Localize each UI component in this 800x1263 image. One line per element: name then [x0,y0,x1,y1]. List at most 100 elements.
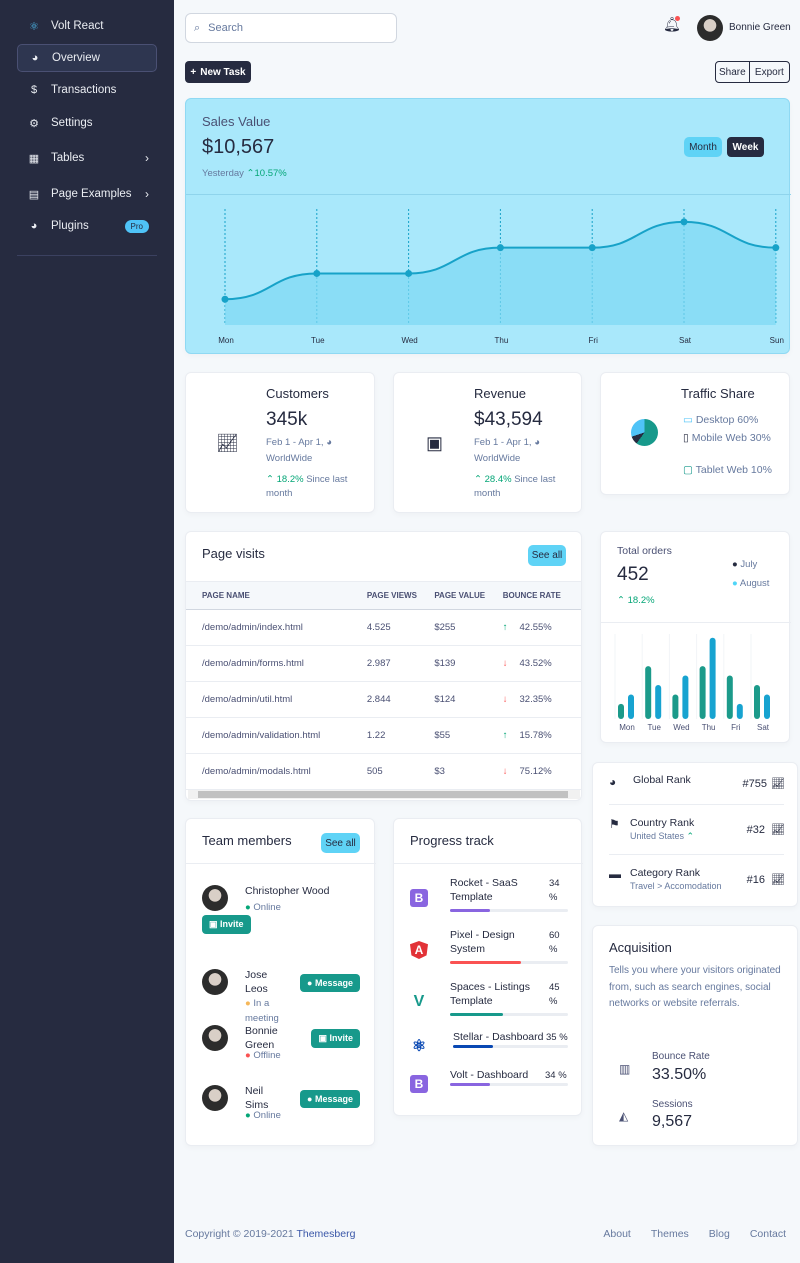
avatar[interactable] [202,969,228,995]
horizontal-scrollbar[interactable] [188,790,580,799]
sales-point[interactable] [221,295,229,303]
chart-line-icon: 📈︎ [216,433,239,453]
page-visits-title: Page visits [202,546,265,561]
folder-icon: ▬ [609,867,621,881]
total-orders-card: Total orders 452 ⌃ 18.2% ● July ● August… [600,531,791,743]
sales-point[interactable] [680,218,688,226]
see-all-button[interactable]: See all [528,545,566,566]
table-row: /demo/admin/index.html 4.525 $255 ↑ 42.55% [186,609,581,646]
progress-item: B Rocket - SaaS Template 34 % [394,877,583,917]
brand-link[interactable]: ⚛ Volt React [17,12,157,40]
sales-point[interactable] [405,269,413,277]
x-tick-label: Sun [770,336,784,345]
divider [186,863,376,864]
globe-icon: ◕ [326,437,332,448]
footer-link-contact[interactable]: Contact [749,1228,786,1240]
status-dot: ● [245,1050,254,1061]
see-all-button[interactable]: See all [321,833,360,853]
bootstrap-icon: B [410,1075,428,1093]
status-text: Online [253,1110,281,1121]
col-page-value: Page Value [434,581,503,610]
footer-link-blog[interactable]: Blog [708,1228,730,1240]
scrollbar-thumb[interactable] [198,791,568,798]
user-avatar[interactable] [697,15,723,41]
team-member: Bonnie Green ● Offline ▣ Invite [186,1021,376,1081]
user-name[interactable]: Bonnie Green [729,22,791,33]
week-button[interactable]: Week [727,137,764,157]
bell-icon[interactable]: 🔔︎ [663,16,681,32]
member-name[interactable]: Christopher Wood [245,885,330,897]
month-button[interactable]: Month [684,137,722,157]
message-button[interactable]: ● Message [300,974,360,992]
status-dot: ● [245,1110,254,1121]
change-value: 18.2% [276,474,304,485]
member-name[interactable]: Neil Sims [245,1085,269,1111]
customers-range: Feb 1 - Apr 1, ◕ [266,437,332,448]
invite-button[interactable]: ▣ Invite [311,1029,360,1048]
bar-july[interactable] [754,685,760,719]
avatar[interactable] [202,1085,228,1111]
bar-july[interactable] [672,694,679,719]
share-button[interactable]: Share [716,62,750,82]
progress-item: A Pixel - Design System 60 % [394,929,583,969]
bounce-value: 33.50% [652,1066,707,1083]
cell-page-value: $139 [434,645,503,682]
search-input[interactable]: ⌕ Search [185,13,397,43]
sidebar-item-page-examples[interactable]: ▤ Page Examples › [17,180,157,208]
orders-chart: Mon Tue Wed Thu Fri Sat [614,634,770,732]
rank-value: #16 [746,874,765,886]
progress-percent: 60 % [549,930,560,955]
cell-bounce-rate: ↓ 75.12% [502,753,581,790]
sales-point[interactable] [772,244,780,252]
bar-august[interactable] [736,703,743,719]
sales-point[interactable] [496,244,504,252]
cell-page-name: /demo/admin/index.html [186,609,367,646]
member-name[interactable]: Jose Leos [245,969,268,995]
col-page-views: Page Views [366,581,435,610]
sales-title: Sales Value [202,114,271,129]
bar-july[interactable] [645,666,652,719]
status-text: Offline [253,1050,281,1061]
bar-july[interactable] [726,675,733,719]
progress-fill [450,909,491,912]
sidebar-item-overview[interactable]: ◕ Overview [17,44,157,72]
footer-link-about[interactable]: About [603,1228,631,1240]
avatar[interactable] [202,1025,228,1051]
sidebar-item-settings[interactable]: ⚙ Settings [17,109,157,137]
sidebar-item-tables[interactable]: ▦ Tables › [17,144,157,172]
member-name[interactable]: Bonnie Green [245,1025,278,1051]
bar-july[interactable] [618,703,624,719]
bounce-label: Bounce Rate [652,1051,710,1062]
avatar[interactable] [202,885,228,911]
bar-july[interactable] [699,666,706,719]
message-button[interactable]: ● Message [300,1090,360,1108]
bar-august[interactable] [655,685,662,719]
sales-point[interactable] [588,244,596,252]
bar-august[interactable] [628,694,634,719]
acquisition-title: Acquisition [609,940,672,955]
sidebar-item-label: Tables [51,152,85,164]
progress-name: Stellar - Dashboard [453,1031,544,1043]
customers-card: 📈︎ Customers 345k Feb 1 - Apr 1, ◕ World… [185,372,375,513]
themesberg-link[interactable]: Themesberg [296,1228,356,1240]
rank-label: Global Rank [633,774,691,786]
calendar-plus-icon: ▣ [318,1033,330,1043]
sidebar-item-transactions[interactable]: $ Transactions [17,76,157,104]
export-button[interactable]: Export [754,66,784,78]
sidebar-item-plugins[interactable]: ◕ Plugins Pro [17,212,157,240]
new-task-button[interactable]: + New Task [185,61,251,83]
cell-page-views: 1.22 [366,717,435,754]
cell-page-views: 505 [366,753,435,790]
invite-button[interactable]: ▣ Invite [202,915,251,934]
bar-august[interactable] [682,675,689,719]
bar-august[interactable] [764,694,770,719]
table-row: /demo/admin/modals.html 505 $3 ↓ 75.12% [186,753,581,790]
sales-chart: Mon Tue Wed Thu Fri Sat Sun [218,209,784,345]
cash-register-icon: ▣ [426,433,444,453]
since-text: Since last month [474,474,556,499]
footer-link-themes[interactable]: Themes [650,1228,689,1240]
bar-august[interactable] [709,637,716,719]
sales-point[interactable] [313,269,321,277]
sidebar-item-label: Overview [52,52,100,64]
